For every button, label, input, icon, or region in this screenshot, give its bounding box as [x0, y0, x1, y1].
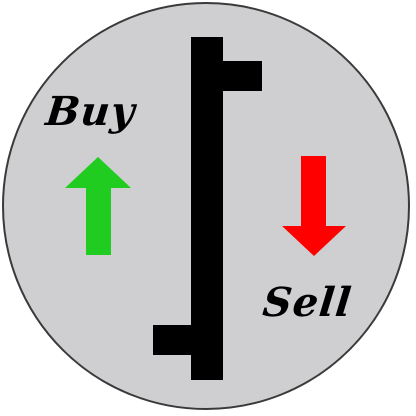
- arrow-up-icon: [65, 157, 131, 255]
- ohlc-price-bar-icon: [153, 37, 262, 380]
- arrow-down-icon: [282, 156, 346, 256]
- price-bar-close-tick: [222, 61, 262, 91]
- price-bar-open-tick: [153, 325, 193, 355]
- buy-label: Buy: [43, 88, 138, 135]
- sell-label: Sell: [260, 279, 355, 326]
- price-bar-stem: [191, 37, 223, 380]
